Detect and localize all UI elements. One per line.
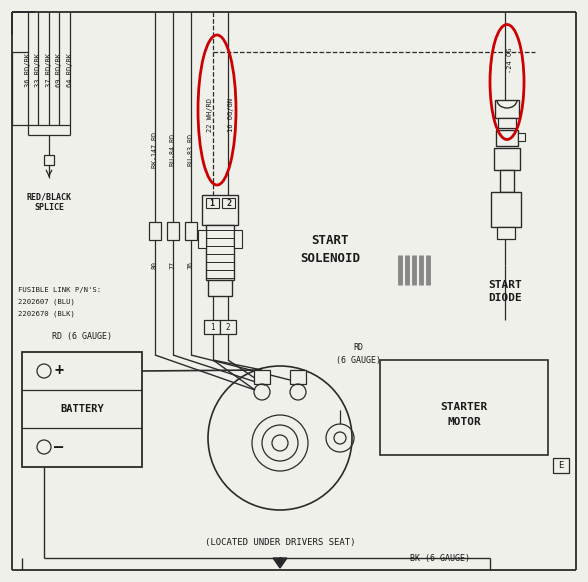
Text: 80: 80 xyxy=(152,261,158,269)
Text: (6 GAUGE): (6 GAUGE) xyxy=(336,356,380,364)
Bar xyxy=(254,370,270,384)
Bar xyxy=(149,222,161,240)
Text: +: + xyxy=(55,364,64,378)
Text: 2202607 (BLU): 2202607 (BLU) xyxy=(18,299,75,305)
Bar xyxy=(206,225,234,280)
Text: RD (6 GAUGE): RD (6 GAUGE) xyxy=(52,332,112,340)
Text: E: E xyxy=(559,460,564,470)
Bar xyxy=(204,320,220,334)
Bar xyxy=(495,100,519,118)
Bar xyxy=(222,198,235,208)
Text: 76: 76 xyxy=(188,261,194,269)
Text: RED/BLACK: RED/BLACK xyxy=(26,193,72,201)
Bar xyxy=(497,227,515,239)
Text: BU-83 RD: BU-83 RD xyxy=(188,134,194,166)
Bar xyxy=(491,192,521,227)
Bar xyxy=(185,222,197,240)
Text: 69 RD/BK: 69 RD/BK xyxy=(56,53,62,87)
Bar xyxy=(494,148,520,170)
Bar xyxy=(44,155,54,165)
Text: SOLENOID: SOLENOID xyxy=(300,251,360,264)
Text: MOTOR: MOTOR xyxy=(447,417,481,427)
Text: DIODE: DIODE xyxy=(488,293,522,303)
Text: (LOCATED UNDER DRIVERS SEAT): (LOCATED UNDER DRIVERS SEAT) xyxy=(205,538,355,548)
Text: BK (6 GAUGE): BK (6 GAUGE) xyxy=(410,553,470,562)
Text: START: START xyxy=(311,233,349,247)
Text: 1: 1 xyxy=(209,198,215,208)
Text: 36 RD/BK: 36 RD/BK xyxy=(25,53,31,87)
Bar xyxy=(167,222,179,240)
Text: 33 RD/BK: 33 RD/BK xyxy=(35,53,41,87)
Text: 2202670 (BLK): 2202670 (BLK) xyxy=(18,311,75,317)
Bar xyxy=(553,458,569,473)
Bar xyxy=(220,320,236,334)
Text: 64 RD/BK: 64 RD/BK xyxy=(67,53,73,87)
Bar xyxy=(518,133,525,141)
Text: 16 OG/GN: 16 OG/GN xyxy=(228,98,234,132)
Text: 2: 2 xyxy=(226,322,230,332)
Bar xyxy=(206,198,219,208)
Bar xyxy=(198,230,206,248)
Bar xyxy=(22,352,142,467)
Text: BK-147 RD: BK-147 RD xyxy=(152,132,158,168)
Bar xyxy=(290,370,306,384)
Bar xyxy=(234,230,242,248)
Text: –: – xyxy=(55,439,64,455)
Bar xyxy=(208,280,232,296)
Text: STARTER: STARTER xyxy=(440,402,487,412)
Text: 22 WH/RD: 22 WH/RD xyxy=(207,98,213,132)
Bar xyxy=(498,118,516,128)
Text: C: C xyxy=(278,558,282,566)
Text: 1: 1 xyxy=(210,322,214,332)
Text: BATTERY: BATTERY xyxy=(60,404,104,414)
Polygon shape xyxy=(273,558,287,568)
Bar xyxy=(380,360,548,455)
Bar xyxy=(496,130,518,146)
Bar xyxy=(500,170,514,192)
Text: SPLICE: SPLICE xyxy=(34,204,64,212)
Text: 2: 2 xyxy=(226,198,232,208)
Text: RD: RD xyxy=(353,343,363,353)
Text: BU-84 RD: BU-84 RD xyxy=(170,134,176,166)
Text: 37 RD/BK: 37 RD/BK xyxy=(46,53,52,87)
Text: START: START xyxy=(488,280,522,290)
Text: FUSIBLE LINK P/N'S:: FUSIBLE LINK P/N'S: xyxy=(18,287,101,293)
Bar xyxy=(202,195,238,225)
Text: 77: 77 xyxy=(170,261,176,269)
Text: -24 OG: -24 OG xyxy=(507,47,513,73)
